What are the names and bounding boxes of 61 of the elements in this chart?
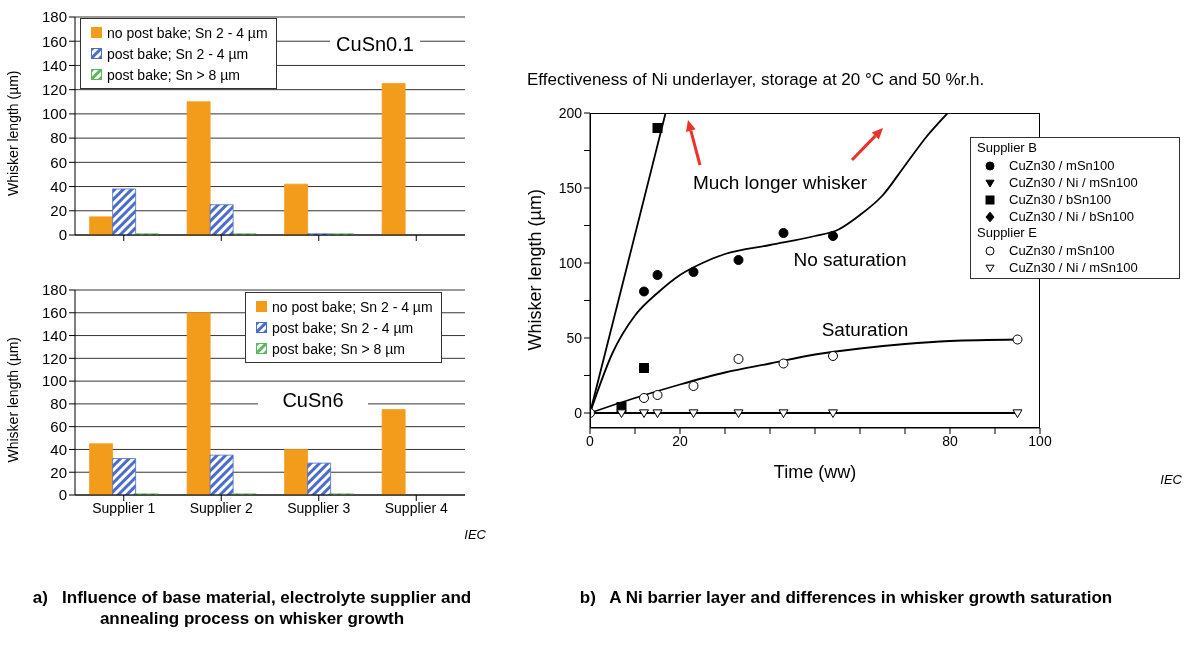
legend-label: CuZn30 / Ni / mSn100	[1009, 175, 1138, 190]
y-axis-title: Whisker length (µm)	[525, 189, 546, 351]
x-tick-label: Supplier 1	[92, 499, 156, 516]
text: IEC	[1159, 472, 1182, 489]
annotation: Supplier B	[977, 140, 1038, 157]
y-tick-label: 160	[41, 304, 67, 322]
legend-label: post bake; Sn 2 - 4 µm	[272, 319, 414, 336]
y-tick-label: 100	[558, 254, 583, 271]
legend-label: CuZn30 / mSn100	[1009, 158, 1115, 173]
legend-label: no post bake; Sn 2 - 4 µm	[272, 298, 433, 315]
y-tick-label: 120	[41, 349, 67, 367]
y-axis-title: Whisker length (µm)	[4, 70, 21, 196]
y-tick-label: 0	[58, 486, 67, 504]
text: b) A Ni barrier layer and differences in whisker growth saturation	[578, 587, 1114, 609]
y-tick-label: 80	[50, 395, 67, 413]
y-tick-label: 120	[41, 80, 67, 98]
x-tick-label: 20	[672, 432, 688, 449]
y-tick-label: 140	[41, 326, 67, 344]
y-tick-label: 60	[50, 417, 67, 435]
text: IEC	[463, 527, 486, 544]
legend-label: CuZn30 / bSn100	[1009, 192, 1111, 207]
y-tick-label: 160	[41, 32, 67, 50]
x-axis-title: Time (ww)	[773, 462, 857, 482]
y-tick-label: 0	[58, 226, 67, 244]
y-tick-label: 60	[50, 153, 67, 171]
x-tick-label: Supplier 4	[384, 499, 448, 516]
y-tick-label: 40	[50, 440, 67, 458]
annotation: CuSn0.1	[330, 32, 420, 57]
y-tick-label: 0	[574, 404, 583, 421]
y-tick-label: 180	[41, 8, 67, 26]
y-tick-label: 100	[41, 105, 67, 123]
annotation: CuSn6	[258, 388, 368, 413]
annotation: Supplier E	[977, 225, 1038, 242]
y-tick-label: 100	[41, 372, 67, 390]
x-tick-label: 0	[586, 432, 595, 449]
y-tick-label: 80	[50, 129, 67, 147]
annotation: Saturation	[820, 318, 910, 342]
legend-label: no post bake; Sn 2 - 4 µm	[107, 24, 268, 41]
x-tick-label: Supplier 2	[189, 499, 253, 516]
y-tick-label: 20	[50, 463, 67, 481]
y-tick-label: 20	[50, 202, 67, 220]
y-axis-title: Whisker length (µm)	[4, 336, 21, 463]
x-tick-label: Supplier 3	[287, 499, 351, 516]
legend-label: post bake; Sn > 8 µm	[272, 340, 405, 357]
y-tick-label: 40	[50, 177, 67, 195]
annotation: Much longer whisker	[691, 171, 869, 195]
legend-label: post bake; Sn > 8 µm	[107, 66, 240, 83]
y-tick-label: 150	[558, 179, 583, 196]
legend-label: CuZn30 / Ni / mSn100	[1009, 260, 1138, 275]
chart-title: Effectiveness of Ni underlayer, storage at 20 °C and 50 %r.h.	[527, 70, 985, 90]
annotation: No saturation	[792, 248, 908, 272]
legend-label: CuZn30 / Ni / bSn100	[1009, 209, 1135, 224]
y-tick-label: 140	[41, 56, 67, 74]
x-tick-label: 100	[1028, 432, 1052, 449]
y-tick-label: 50	[566, 329, 583, 346]
legend-label: CuZn30 / mSn100	[1009, 243, 1115, 258]
legend-label: post bake; Sn 2 - 4 µm	[107, 45, 249, 62]
y-tick-label: 180	[41, 281, 67, 299]
x-tick-label: 80	[942, 432, 958, 449]
y-tick-label: 200	[558, 104, 583, 121]
text: a) Influence of base material, electrolyte supplier and annealing process on whisker growth	[31, 587, 473, 630]
